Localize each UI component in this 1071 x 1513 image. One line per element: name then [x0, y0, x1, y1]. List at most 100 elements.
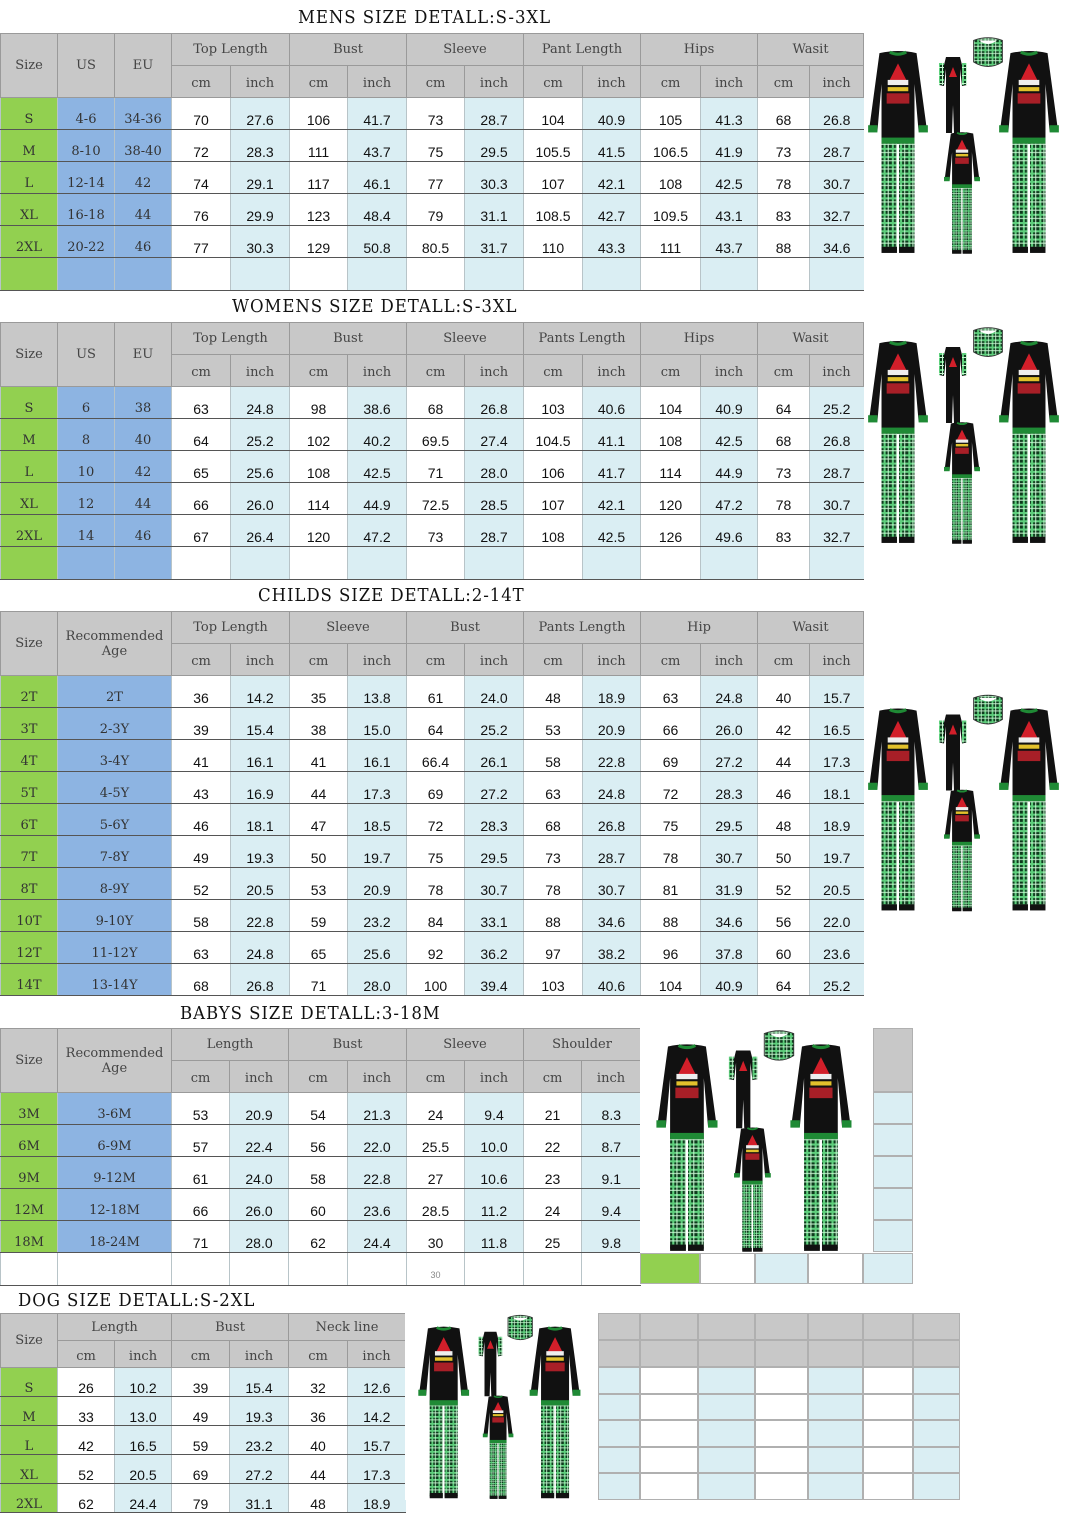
column-group-header: Wasit: [757, 322, 865, 355]
empty-cell: [523, 1252, 582, 1286]
measurement-cell: 38.2: [582, 931, 641, 964]
grid-cell: [863, 1313, 913, 1340]
measurement-cell: 92: [406, 931, 465, 964]
fit-cell: 7-8Y: [57, 835, 172, 868]
column-header: Size: [0, 33, 58, 98]
measurement-cell: 63: [640, 675, 701, 708]
measurement-cell: 22.4: [229, 1124, 289, 1157]
measurement-cell: 34.6: [700, 899, 758, 932]
measurement-cell: 67: [171, 514, 231, 547]
measurement-cell: 30.3: [464, 161, 524, 194]
measurement-cell: 111: [289, 129, 348, 162]
measurement-cell: 120: [289, 514, 348, 547]
measurement-cell: 47.2: [346, 514, 407, 547]
fit-cell: 20-22: [57, 225, 115, 258]
empty-cell: [809, 546, 864, 580]
measurement-cell: 10.6: [464, 1156, 524, 1189]
fit-cell: 46: [114, 225, 172, 258]
measurement-cell: 103: [523, 963, 583, 996]
measurement-cell: 36: [171, 675, 231, 708]
column-group-header: Bust: [405, 611, 525, 644]
empty-cell: [406, 546, 465, 580]
measurement-cell: 9.1: [581, 1156, 641, 1189]
grid-cell: [640, 1313, 698, 1340]
measurement-cell: 42.5: [346, 450, 407, 483]
measurement-cell: 11.2: [464, 1188, 524, 1221]
measurement-cell: 28.3: [230, 129, 290, 162]
measurement-cell: 41.7: [582, 450, 641, 483]
measurement-cell: 24.8: [230, 931, 290, 964]
measurement-cell: 66: [171, 1188, 230, 1221]
measurement-cell: 27.2: [228, 1454, 289, 1484]
column-header: Size: [0, 322, 58, 387]
measurement-cell: 28.0: [347, 963, 407, 996]
grid-cell: [808, 1446, 863, 1474]
measurement-cell: 14.2: [347, 1396, 406, 1426]
measurement-cell: 103: [523, 386, 583, 419]
column-header: Size: [0, 611, 58, 676]
measurement-cell: 28.0: [229, 1220, 289, 1253]
measurement-cell: 19.7: [809, 835, 864, 868]
unit-header-inch: inch: [347, 643, 407, 676]
measurement-cell: 44: [757, 739, 810, 772]
measurement-cell: 17.3: [347, 771, 407, 804]
measurement-cell: 28.0: [464, 450, 524, 483]
measurement-cell: 106: [523, 450, 583, 483]
unit-header-cm: cm: [171, 1340, 230, 1368]
fit-cell: 3-6M: [57, 1092, 172, 1125]
empty-cell: [230, 257, 290, 291]
measurement-cell: 29.5: [463, 835, 524, 868]
measurement-cell: 42.5: [582, 514, 641, 547]
size-cell: L: [0, 161, 58, 194]
size-cell: 2T: [0, 675, 58, 708]
measurement-cell: 71: [406, 450, 465, 483]
childs-title: CHILDS SIZE DETALL:2-14T: [258, 585, 525, 606]
measurement-cell: 69: [406, 771, 465, 804]
measurement-cell: 129: [289, 225, 348, 258]
grid-cell: [808, 1313, 863, 1340]
measurement-cell: 84: [406, 899, 465, 932]
measurement-cell: 41.9: [700, 129, 758, 162]
unit-header-inch: inch: [809, 65, 865, 98]
fit-cell: 44: [114, 482, 172, 515]
measurement-cell: 69: [640, 739, 701, 772]
measurement-cell: 24.8: [230, 386, 290, 419]
empty-cell: [171, 1252, 230, 1286]
grid-cell: [913, 1340, 960, 1367]
measurement-cell: 44.9: [346, 482, 407, 515]
measurement-cell: 41.5: [582, 129, 641, 162]
size-cell: M: [0, 418, 58, 451]
column-group-header: Top Length: [171, 322, 290, 355]
grid-cell: [873, 1028, 913, 1092]
empty-cell: [582, 546, 641, 580]
measurement-cell: 40.9: [700, 963, 758, 996]
measurement-cell: 25: [523, 1220, 582, 1253]
table-row: 7T 7-8Y 49 19.3 50 19.7 75 29.5 73 28.7 78 30.7 50 19…: [0, 835, 864, 868]
measurement-cell: 73: [523, 835, 583, 868]
measurement-cell: 73: [757, 129, 810, 162]
measurement-cell: 107: [523, 161, 583, 194]
unit-header-inch: inch: [809, 354, 865, 387]
measurement-cell: 43.3: [582, 225, 641, 258]
empty-cell: [0, 1252, 58, 1286]
table-row: S 6 38 63 24.8 98 38.6 68 26.8 103 40.6 104 40.9 64 25…: [0, 386, 864, 419]
measurement-cell: 88: [640, 899, 701, 932]
fit-cell: 3-4Y: [57, 739, 172, 772]
measurement-cell: 96: [640, 931, 701, 964]
measurement-cell: 79: [406, 193, 465, 226]
measurement-cell: 38: [289, 707, 348, 740]
measurement-cell: 83: [757, 514, 810, 547]
measurement-cell: 68: [757, 97, 810, 130]
measurement-cell: 68: [523, 803, 583, 836]
grid-cell: [808, 1393, 863, 1421]
grid-cell: [640, 1367, 698, 1394]
column-group-header: Bust: [288, 33, 408, 66]
measurement-cell: 29.5: [700, 803, 758, 836]
measurement-cell: 30: [406, 1220, 465, 1253]
column-group-header: Sleeve: [406, 322, 525, 355]
size-cell: S: [0, 97, 58, 130]
column-header: Size: [0, 1313, 58, 1368]
measurement-cell: 16.5: [114, 1425, 172, 1455]
size-cell: 2XL: [0, 1483, 58, 1513]
column-group-header: Hip: [640, 611, 759, 644]
